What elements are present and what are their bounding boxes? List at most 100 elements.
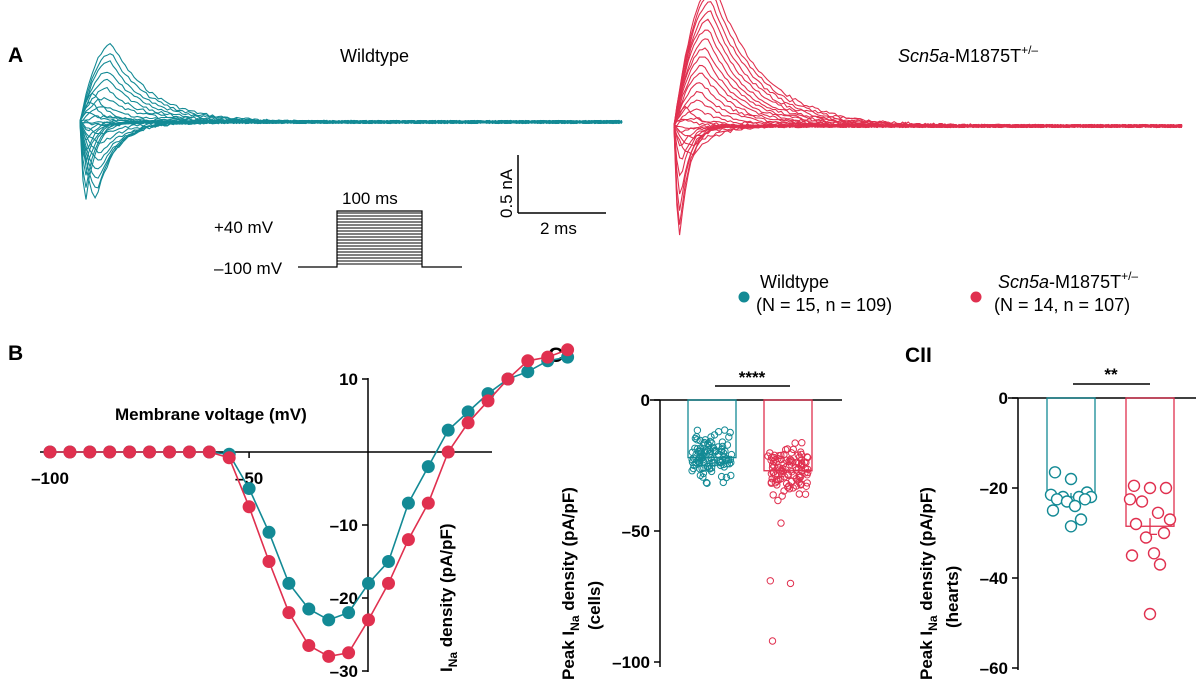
iv-data-point — [342, 606, 356, 620]
c1-cell-point — [788, 468, 796, 476]
c1-cell-point — [775, 452, 783, 460]
protocol-steps — [298, 210, 462, 268]
mutant-title-variant: -M1875T — [949, 46, 1021, 66]
c1-cell-point — [727, 471, 735, 480]
iv-data-point — [481, 394, 495, 408]
c1-cell-point — [688, 458, 697, 466]
panel-letter-a: A — [8, 44, 23, 67]
c2-y-tick-label: –40 — [980, 569, 1008, 588]
c1-cell-point — [785, 485, 794, 493]
c2-y-axis-label: Peak INa density (pA/pF) — [917, 487, 940, 680]
c1-cell-point — [707, 464, 716, 472]
iv-data-point — [182, 445, 196, 459]
c1-cell-point — [719, 449, 728, 457]
iv-data-point — [143, 445, 156, 459]
c1-cell-point — [794, 476, 802, 484]
c1-y-label-rest: density (pA/pF) — [559, 487, 578, 615]
current-trace — [673, 123, 1183, 177]
legend: Wildtype (N = 15, n = 109) Scn5a-M1875T+… — [738, 269, 1138, 315]
c1-cell-point — [698, 454, 706, 462]
c2-heart-point — [1068, 499, 1082, 513]
iv-y-tick-label: 10 — [339, 370, 358, 389]
protocol-holding-voltage-label: –100 mV — [214, 259, 283, 278]
c1-cell-point — [794, 459, 803, 468]
c1-cell-point — [706, 437, 714, 446]
scale-bar-current-label: 0.5 nA — [497, 168, 516, 218]
c1-cell-point — [688, 455, 696, 464]
c2-heart-point — [1153, 558, 1167, 571]
c2-heart-point — [1159, 481, 1173, 495]
legend-mutant-genotype: +/– — [1121, 269, 1138, 283]
iv-data-point — [561, 343, 575, 357]
c2-heart-point — [1139, 531, 1153, 544]
current-trace — [79, 60, 623, 125]
iv-data-point — [262, 555, 276, 568]
iv-data-point — [441, 423, 455, 437]
c1-cell-point — [699, 453, 707, 461]
c1-cell-point — [798, 439, 806, 447]
legend-label-mutant: Scn5a-M1875T+/– — [998, 269, 1138, 292]
legend-stats-mutant: (N = 14, n = 107) — [994, 295, 1130, 315]
current-trace — [673, 123, 1182, 211]
c2-heart-point — [1127, 479, 1141, 492]
c1-cell-point — [778, 492, 786, 500]
c1-cell-point — [722, 455, 730, 463]
iv-data-point — [521, 354, 535, 368]
iv-data-point — [501, 372, 515, 386]
iv-data-point — [421, 460, 435, 474]
c1-cell-point — [696, 436, 704, 445]
iv-data-point — [242, 500, 256, 514]
mutant-title-genotype: +/– — [1021, 43, 1038, 57]
c1-y-tick-label: –50 — [622, 522, 650, 541]
iv-data-point — [163, 445, 176, 459]
current-trace — [673, 72, 1183, 129]
c2-heart-point — [1046, 504, 1060, 517]
c2-y-tick-label: –20 — [980, 479, 1008, 498]
c2-heart-point — [1157, 526, 1171, 540]
c1-cell-point — [795, 490, 803, 498]
iv-data-point — [322, 613, 336, 627]
iv-data-point — [282, 576, 296, 590]
c2-heart-point — [1064, 520, 1078, 533]
c2-heart-point — [1147, 547, 1161, 560]
current-trace — [79, 86, 623, 125]
c1-cell-point — [774, 496, 782, 505]
c1-cell-point — [803, 479, 811, 487]
iv-x-axis-label: Membrane voltage (mV) — [115, 405, 307, 424]
c2-heart-point — [1163, 513, 1177, 526]
iv-series — [43, 343, 575, 663]
c1-cell-point — [702, 446, 710, 454]
iv-data-point — [421, 496, 435, 510]
mutant-current-traces — [673, 0, 1183, 236]
c1-cell-point — [768, 464, 777, 472]
cells-bar-chart: **** Peak INa density (pA/pF) (cells) 0 –… — [559, 368, 842, 680]
iv-data-point — [222, 451, 236, 465]
c2-heart-point — [1143, 607, 1157, 621]
iv-data-point — [302, 639, 316, 652]
c1-cell-point — [699, 473, 707, 481]
c1-cell-point — [780, 450, 788, 459]
c1-cell-point — [778, 470, 786, 478]
iv-data-point — [63, 445, 77, 459]
iv-data-point — [461, 416, 475, 430]
c1-cell-point — [766, 449, 774, 457]
c2-y-tick-label: –60 — [980, 659, 1008, 678]
c1-cell-point — [703, 479, 711, 487]
c1-cell-point — [709, 459, 718, 467]
iv-data-point — [362, 576, 375, 590]
protocol-outline — [298, 210, 462, 268]
iv-data-point — [362, 613, 375, 627]
c1-cell-point — [786, 579, 795, 588]
iv-curve-chart: Membrane voltage (mV) INa density (pA/pF… — [31, 343, 575, 680]
c2-heart-point — [1129, 517, 1143, 531]
iv-data-point — [441, 445, 455, 459]
c1-cell-point — [768, 637, 777, 645]
c2-y-tick-label: 0 — [999, 389, 1008, 408]
iv-data-point — [322, 649, 336, 663]
c1-cell-point — [720, 452, 728, 461]
c1-cell-point — [802, 458, 810, 467]
iv-data-point — [541, 350, 555, 364]
iv-y-axis-label-subscript: Na — [446, 652, 460, 668]
iv-data-point — [202, 445, 216, 459]
